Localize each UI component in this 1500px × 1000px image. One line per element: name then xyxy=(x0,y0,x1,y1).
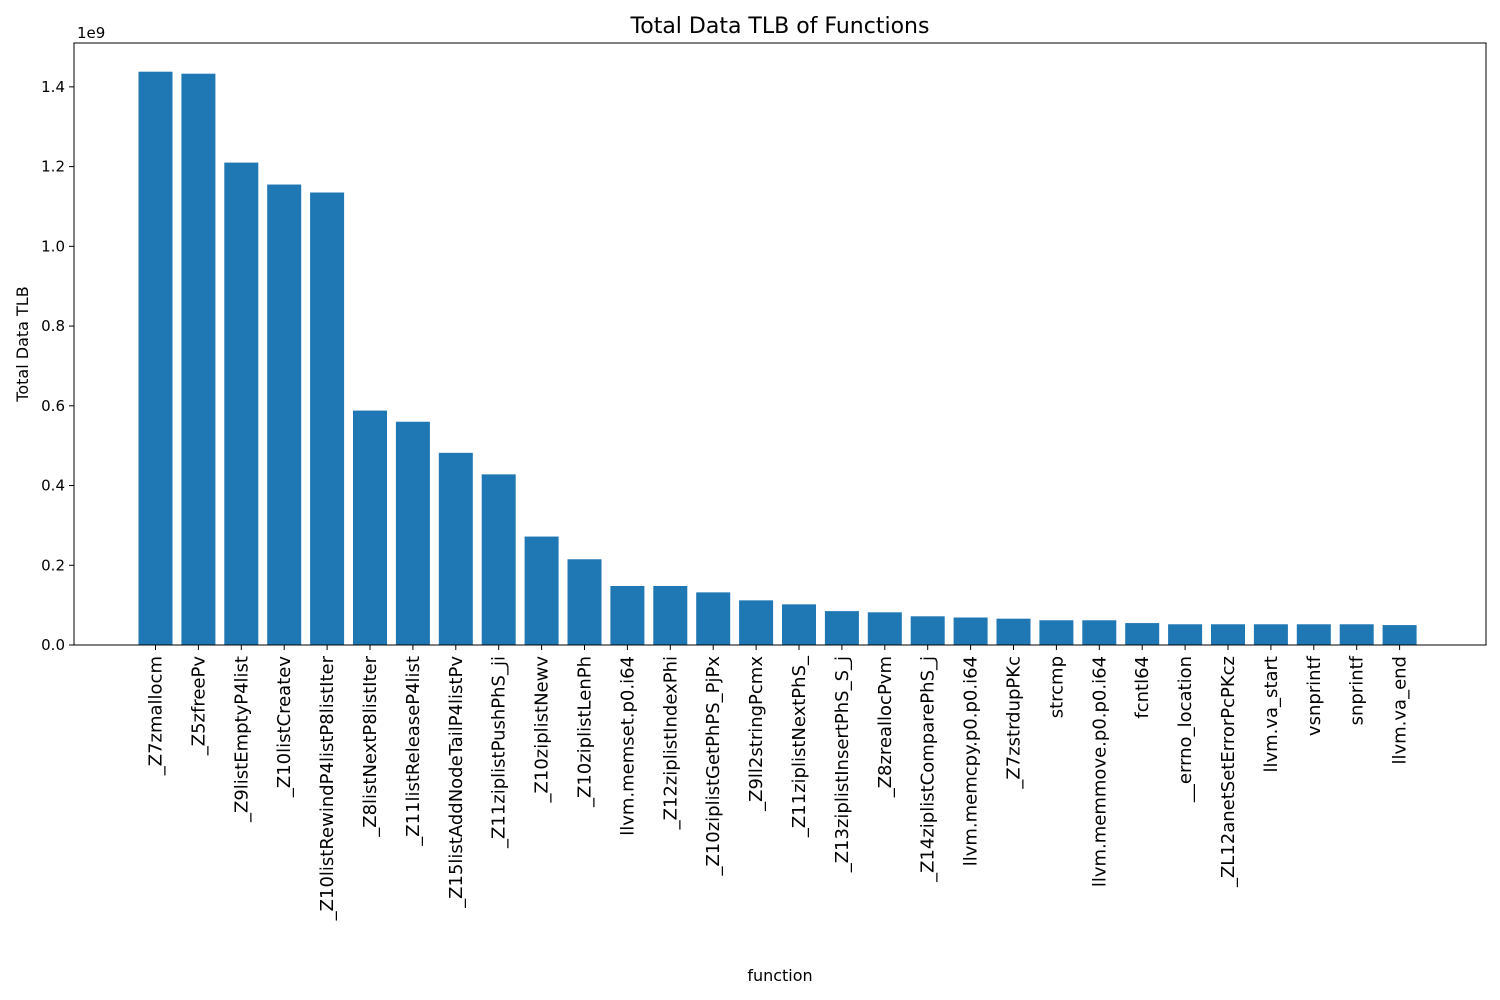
bar xyxy=(353,410,387,645)
bar xyxy=(867,612,902,645)
plot-area-frame xyxy=(73,42,1487,646)
x-tick-label: __errno_location xyxy=(1175,656,1196,803)
x-axis-ticks: _Z7zmallocm _Z5zfreePv _Z9listEmptyP4list _… xyxy=(146,645,1411,921)
bar xyxy=(310,192,345,645)
bar xyxy=(653,586,688,645)
y-axis-ticks: 0.0 0.2 0.4 0.6 0.8 1.0 1.2 1.4 xyxy=(41,78,74,654)
x-tick-label: llvm.va_end xyxy=(1390,656,1411,765)
bar xyxy=(1339,624,1374,645)
y-tick-label: 0.8 xyxy=(41,317,65,335)
x-tick-label: _Z10listRewindP4listP8listIter xyxy=(317,655,338,921)
bar xyxy=(524,536,559,645)
x-tick-label: _Z8listNextP8listIter xyxy=(360,655,381,837)
bar xyxy=(181,73,216,645)
y-axis-offset-label: 1e9 xyxy=(77,24,105,42)
x-tick-label: vsnprintf xyxy=(1304,655,1325,736)
y-tick-label: 0.6 xyxy=(41,397,65,415)
bar xyxy=(1382,625,1417,645)
bar xyxy=(1253,624,1288,645)
x-tick-label: _Z7zstrdupPKc xyxy=(1004,656,1025,790)
y-tick-label: 1.2 xyxy=(41,158,65,176)
bar xyxy=(395,421,430,645)
x-tick-label: _ZL12anetSetErrorPcPKcz xyxy=(1218,656,1239,888)
x-tick-label: _Z7zmallocm xyxy=(146,656,167,776)
bar xyxy=(481,474,516,645)
x-tick-label: _Z14ziplistComparePhS_j xyxy=(918,656,939,883)
x-axis-label: function xyxy=(747,966,812,985)
bar xyxy=(1039,620,1074,645)
x-tick-label: _Z8zreallocPvm xyxy=(875,656,896,798)
x-tick-label: _Z9ll2stringPcmx xyxy=(746,656,767,812)
x-tick-label: llvm.va_start xyxy=(1261,656,1282,773)
x-tick-label: strcmp xyxy=(1046,656,1067,718)
bar xyxy=(567,559,602,645)
bars-group xyxy=(138,71,1417,645)
bar xyxy=(953,617,988,645)
bar xyxy=(1082,620,1117,645)
x-tick-label: llvm.memmove.p0.p0.i64 xyxy=(1089,656,1110,887)
x-tick-label: _Z10ziplistNewv xyxy=(532,656,553,804)
x-tick-label: snprintf xyxy=(1347,655,1368,725)
y-tick-label: 0.4 xyxy=(41,477,65,495)
bar xyxy=(438,452,473,645)
bar xyxy=(910,616,945,645)
x-tick-label: llvm.memcpy.p0.p0.i64 xyxy=(961,656,982,866)
bar xyxy=(1125,623,1160,645)
x-tick-label: _Z10ziplistGetPhPS_PjPx xyxy=(703,656,724,877)
x-tick-label: _Z10ziplistLenPh xyxy=(575,656,596,808)
bar xyxy=(696,592,731,645)
x-tick-label: _Z5zfreePv xyxy=(188,656,209,757)
bar xyxy=(1296,624,1331,645)
x-tick-label: fcntl64 xyxy=(1132,656,1153,719)
y-tick-label: 1.0 xyxy=(41,237,65,255)
x-tick-label: _Z11ziplistPushPhS_ji xyxy=(489,656,510,849)
bar xyxy=(782,604,816,645)
bar xyxy=(1168,624,1203,645)
y-tick-label: 0.0 xyxy=(41,636,65,654)
x-tick-label: _Z15listAddNodeTailP4listPv xyxy=(446,656,467,909)
bar xyxy=(1211,624,1245,645)
chart-title: Total Data TLB of Functions xyxy=(630,14,930,39)
x-tick-label: llvm.memset.p0.i64 xyxy=(617,656,638,836)
x-tick-label: _Z13ziplistInsertPhS_S_j xyxy=(832,656,853,873)
y-axis-label: Total Data TLB xyxy=(13,286,32,402)
x-tick-label: _Z11listReleaseP4list xyxy=(403,656,424,847)
y-tick-label: 1.4 xyxy=(41,78,65,96)
bar xyxy=(267,184,302,645)
x-tick-label: _Z11ziplistNextPhS_ xyxy=(789,655,810,838)
x-tick-label: _Z12ziplistIndexPhi xyxy=(660,656,681,830)
x-tick-label: _Z10listCreatev xyxy=(274,656,295,798)
bar xyxy=(824,611,859,645)
bar xyxy=(610,586,645,645)
bar xyxy=(996,618,1031,645)
y-tick-label: 0.2 xyxy=(41,556,65,574)
bar xyxy=(138,71,173,645)
bar xyxy=(224,162,259,645)
bar xyxy=(739,600,774,645)
x-tick-label: _Z9listEmptyP4list xyxy=(231,656,252,823)
